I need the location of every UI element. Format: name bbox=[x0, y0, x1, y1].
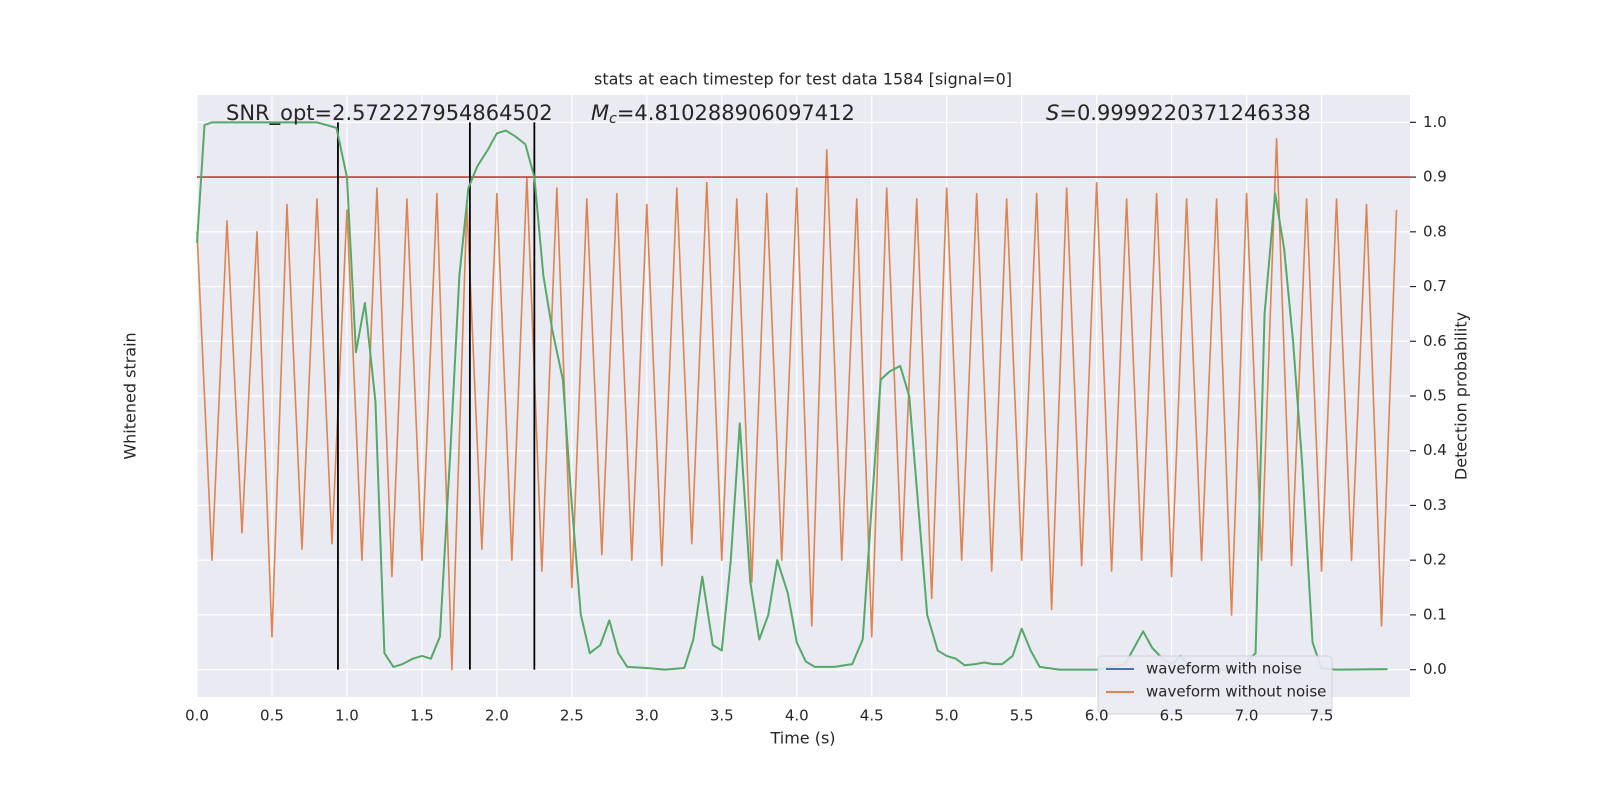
annotation: SNR_opt=2.572227954864502 bbox=[226, 101, 553, 126]
y2-tick-label: 0.0 bbox=[1423, 660, 1447, 678]
annotation-subscript: c bbox=[609, 111, 617, 127]
y2-tick-label: 0.9 bbox=[1423, 168, 1447, 186]
y2-tick-label: 0.8 bbox=[1423, 222, 1447, 240]
x-tick-label: 7.0 bbox=[1235, 707, 1259, 725]
y2-tick-label: 0.5 bbox=[1423, 387, 1447, 405]
x-tick-label: 5.0 bbox=[935, 707, 959, 725]
y2-tick-label: 1.0 bbox=[1423, 113, 1447, 131]
annotation-value: =0.9999220371246338 bbox=[1059, 101, 1310, 125]
x-tick-label: 7.5 bbox=[1310, 707, 1334, 725]
series-line bbox=[196, 137, 1398, 671]
annotation-symbol: S bbox=[1046, 101, 1059, 125]
x-tick-label: 3.5 bbox=[710, 707, 734, 725]
legend-box bbox=[1097, 655, 1333, 715]
annotation: S=0.9999220371246338 bbox=[1046, 101, 1311, 125]
annotation: Mc=4.810288906097412 bbox=[591, 101, 855, 127]
series-line bbox=[196, 121, 1388, 671]
y2-tick-label: 0.7 bbox=[1423, 277, 1447, 295]
y-axis-label: Whitened strain bbox=[121, 332, 140, 459]
x-tick-label: 1.0 bbox=[335, 707, 359, 725]
x-tick-label: 5.5 bbox=[1010, 707, 1034, 725]
x-tick-label: 4.0 bbox=[785, 707, 809, 725]
x-tick-label: 2.0 bbox=[485, 707, 509, 725]
annotation-value: =4.810288906097412 bbox=[617, 101, 855, 125]
y2-tick-label: 0.2 bbox=[1423, 551, 1447, 569]
y2-tick-label: 0.4 bbox=[1423, 441, 1447, 459]
marks bbox=[196, 121, 1410, 671]
legend-label: waveform without noise bbox=[1146, 683, 1326, 701]
y2-axis-label: Detection probability bbox=[1452, 312, 1471, 480]
y2-tick-label: 0.1 bbox=[1423, 605, 1447, 623]
y2-tick-label: 0.3 bbox=[1423, 496, 1447, 514]
chart-title: stats at each timestep for test data 158… bbox=[594, 70, 1012, 89]
legend: waveform with noise waveform without nois… bbox=[1097, 655, 1333, 715]
x-tick-label: 2.5 bbox=[560, 707, 584, 725]
x-tick-label: 4.5 bbox=[860, 707, 884, 725]
x-tick-label: 6.0 bbox=[1085, 707, 1109, 725]
x-tick-label: 0.5 bbox=[260, 707, 284, 725]
annotation-symbol: M bbox=[591, 101, 609, 125]
x-tick-label: 1.5 bbox=[410, 707, 434, 725]
y2-tick-label: 0.6 bbox=[1423, 332, 1447, 350]
legend-label: waveform with noise bbox=[1146, 660, 1302, 678]
x-axis-label: Time (s) bbox=[769, 729, 835, 748]
x-tick-label: 3.0 bbox=[635, 707, 659, 725]
x-tick-label: 6.5 bbox=[1160, 707, 1184, 725]
x-tick-label: 0.0 bbox=[185, 707, 209, 725]
